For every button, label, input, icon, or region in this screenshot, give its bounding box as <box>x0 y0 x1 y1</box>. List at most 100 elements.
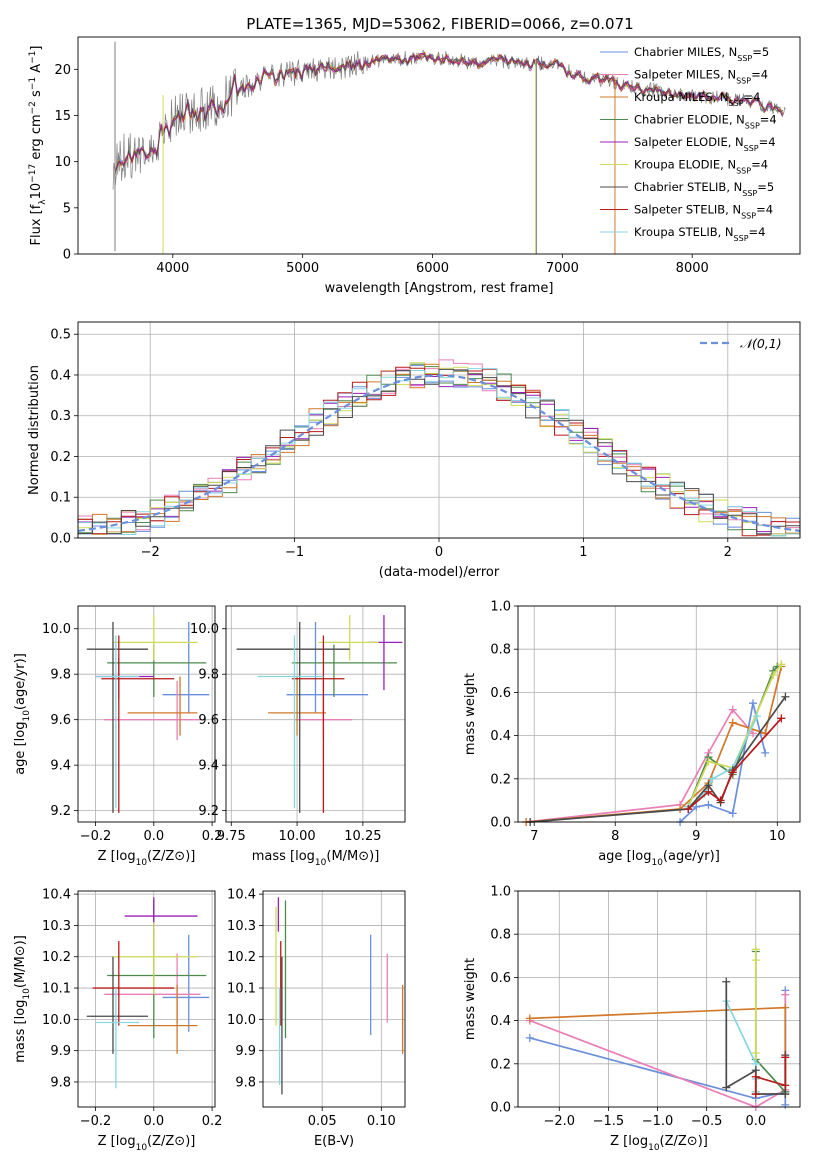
panel-age-vs-Z: −0.2 0.0 0.2 9.2 9.4 9.6 9.8 10.0 Z [log10(Z/Z⊙)… <box>13 605 222 868</box>
y-tick-label: 20 <box>54 63 71 78</box>
y-tick-label: 0.0 <box>50 532 71 547</box>
x-tick-label: 0.0 <box>143 1114 164 1129</box>
weight-marker-yellow <box>751 956 760 965</box>
y-tick-label: 0.2 <box>490 772 511 787</box>
y-tick-label: 10.4 <box>227 888 256 903</box>
x-tick-label: −0.2 <box>80 1114 112 1129</box>
x-axis-label: Z [log10(Z/Z⊙)] <box>98 849 196 868</box>
weight-line-dark <box>530 696 787 823</box>
y-tick-label: 0.5 <box>50 328 71 343</box>
x-tick-label: 10 <box>769 829 786 844</box>
weight-marker-red <box>781 1053 790 1062</box>
y-axis-label: Flux [fλ10−17 erg cm−2 s−1 A−1] <box>28 46 48 246</box>
y-tick-label: 10.2 <box>227 950 256 965</box>
y-tick-label: 5 <box>63 201 71 216</box>
weight-marker-blue <box>749 699 757 708</box>
x-tick-label: 0.0 <box>745 1114 766 1129</box>
y-axis-label: mass weight <box>463 958 478 1040</box>
y-tick-label: 0.2 <box>490 1057 511 1072</box>
axes-frame <box>77 890 216 1108</box>
legend-entry: Salpeter MILES, NSSP=4 <box>634 68 768 86</box>
y-tick-label: 9.9 <box>50 1044 71 1059</box>
panel-age-vs-mass: 9.75 10.00 10.25 9.2 9.4 9.6 9.8 10.0 mass [log1… <box>190 605 406 868</box>
y-tick-label: 9.2 <box>198 804 219 819</box>
x-tick-label: −2.0 <box>543 1114 575 1129</box>
x-axis-label: Z [log10(Z/Z⊙)] <box>98 1134 196 1153</box>
y-tick-label: 0.0 <box>490 1101 511 1116</box>
weight-marker-red <box>728 768 737 777</box>
y-tick-label: 10.1 <box>42 982 71 997</box>
spectrum-model-dark <box>114 53 784 177</box>
x-tick-label: 9.75 <box>217 829 246 844</box>
y-tick-label: 1.0 <box>490 885 511 900</box>
y-tick-label: 10.3 <box>42 919 71 934</box>
y-tick-label: 10.0 <box>42 1013 71 1028</box>
normal-curve <box>77 374 801 532</box>
y-axis-label: mass weight <box>463 673 478 755</box>
weight-marker-dark <box>722 977 731 986</box>
y-tick-label: 9.8 <box>235 1075 256 1090</box>
weight-marker-yellow <box>769 671 778 680</box>
panel-weight-vs-Z: −2.0 −1.5 −1.0 −0.5 0.0 0.0 0.2 0.4 0.6 0.8 1.0 Z [… <box>463 885 801 1153</box>
y-tick-label: 9.8 <box>50 1075 71 1090</box>
axes-frame <box>77 36 801 255</box>
x-tick-label: −1 <box>285 545 304 560</box>
y-tick-label: 0.8 <box>490 643 511 658</box>
y-tick-label: 9.8 <box>50 668 71 683</box>
x-tick-label: 7 <box>530 829 538 844</box>
y-tick-label: 0.4 <box>490 1014 511 1029</box>
weight-marker-blue <box>761 748 770 757</box>
axes-frame <box>517 605 801 823</box>
weight-marker-pink <box>728 705 737 714</box>
weight-marker-pink <box>749 729 757 738</box>
x-tick-label: 5000 <box>286 261 319 276</box>
axes-frame <box>262 890 406 1108</box>
weight-line-red <box>754 1057 787 1094</box>
legend-entry: Salpeter ELODIE, NSSP=4 <box>634 135 776 153</box>
x-tick-label: 4000 <box>156 261 189 276</box>
x-tick-label: −2 <box>141 545 160 560</box>
y-tick-label: 0.6 <box>490 686 511 701</box>
y-tick-label: 0.3 <box>50 409 71 424</box>
x-axis-label: Z [log10(Z/Z⊙)] <box>610 1134 708 1153</box>
panel-mass-vs-Z: −0.2 0.0 0.2 9.8 9.9 10.0 10.1 10.2 10.3 10.4 Z [l… <box>13 888 222 1153</box>
weight-marker-blue <box>704 800 713 809</box>
legend-entry: Chabrier STELIB, NSSP=5 <box>634 180 774 198</box>
axes-frame <box>517 890 801 1108</box>
y-tick-label: 10.4 <box>42 888 71 903</box>
y-tick-label: 0 <box>63 248 71 263</box>
weight-marker-yellow <box>751 1049 760 1057</box>
y-tick-label: 10.3 <box>227 919 256 934</box>
axes-frame <box>225 605 406 823</box>
panel-residuals: −2 −1 0 1 2 0.0 0.1 0.2 0.3 0.4 0.5 (data-model)/er… <box>27 321 801 580</box>
y-tick-label: 10 <box>54 155 71 170</box>
weight-marker-red <box>751 1090 760 1099</box>
y-tick-label: 10.2 <box>42 950 71 965</box>
weight-line-blue <box>679 702 767 823</box>
x-axis-label: (data-model)/error <box>379 565 500 580</box>
y-tick-label: 0.6 <box>490 971 511 986</box>
y-axis-label: age [log10(age/yr)] <box>13 653 32 775</box>
panel-mass-vs-ebv: 0.05 0.10 9.8 9.9 10.0 10.1 10.2 10.3 10.4 E(B-V) <box>227 888 406 1149</box>
x-axis-label: mass [log10(M/M⊙)] <box>252 849 380 868</box>
weight-marker-dark <box>781 692 790 701</box>
weight-marker-red <box>777 714 786 723</box>
legend-entry: Salpeter STELIB, NSSP=4 <box>634 203 773 221</box>
y-axis-label: Normed distribution <box>27 365 42 495</box>
x-tick-label: −0.2 <box>80 829 112 844</box>
figure-title: PLATE=1365, MJD=53062, FIBERID=0066, z=0… <box>246 15 633 33</box>
weight-marker-dark <box>781 1090 790 1099</box>
weight-marker-blue <box>781 1100 790 1109</box>
axes-frame <box>77 321 801 539</box>
y-tick-label: 9.2 <box>50 804 71 819</box>
x-tick-label: 8 <box>611 829 619 844</box>
y-tick-label: 10.1 <box>227 982 256 997</box>
x-tick-label: 7000 <box>546 261 579 276</box>
y-tick-label: 10.0 <box>227 1013 256 1028</box>
y-tick-label: 0.1 <box>50 491 71 506</box>
weight-marker-red <box>704 787 713 796</box>
y-tick-label: 9.9 <box>235 1044 256 1059</box>
weight-marker-red <box>716 796 725 805</box>
x-tick-label: 0.05 <box>308 1114 337 1129</box>
